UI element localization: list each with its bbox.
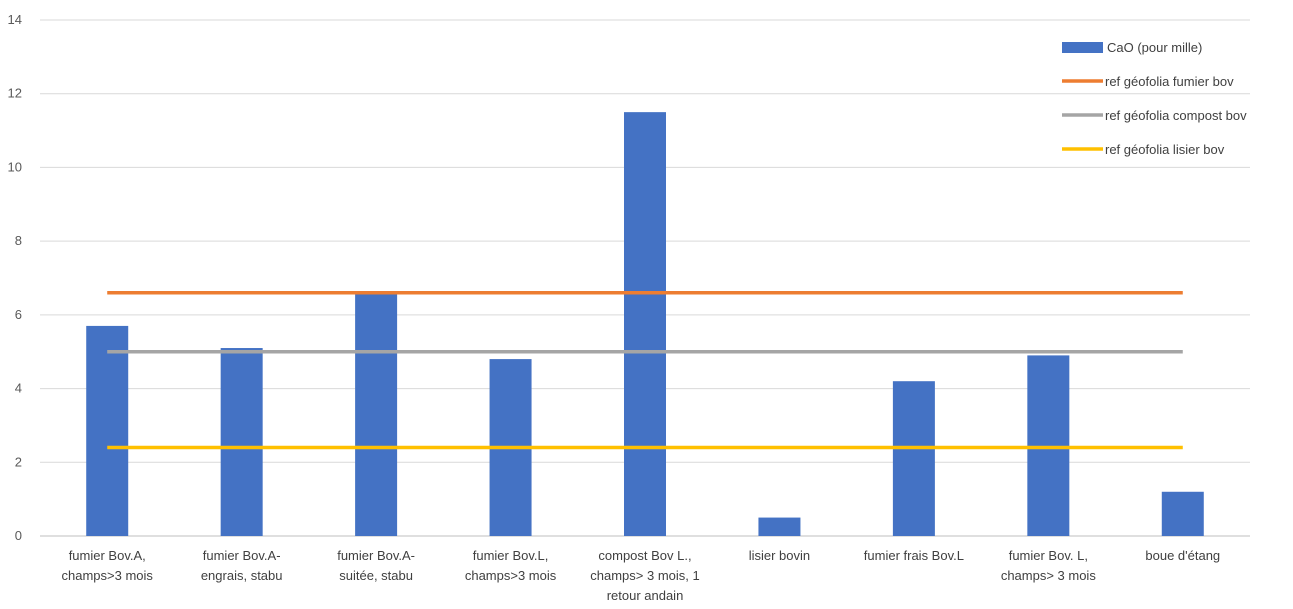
bar	[1161, 491, 1204, 536]
x-tick-label: fumier Bov.L, champs>3 mois	[465, 548, 557, 583]
x-tick-label: fumier Bov.A, champs>3 mois	[62, 548, 154, 583]
x-tick-label: boue d'étang	[1145, 548, 1220, 563]
y-tick-label: 10	[8, 159, 22, 174]
legend-label: ref géofolia fumier bov	[1105, 74, 1234, 89]
x-tick-label: fumier Bov.A-engrais, stabu	[201, 548, 283, 583]
bar	[758, 517, 801, 536]
bars	[86, 112, 1204, 537]
x-tick-label: compost Bov L., champs> 3 mois, 1 retour a…	[590, 548, 699, 603]
y-tick-label: 2	[15, 454, 22, 469]
legend-label: ref géofolia lisier bov	[1105, 142, 1225, 157]
y-tick-label: 12	[8, 86, 22, 101]
bar	[1027, 355, 1070, 536]
y-tick-label: 6	[15, 307, 22, 322]
bar	[355, 292, 398, 536]
legend-label: ref géofolia compost bov	[1105, 108, 1247, 123]
legend-label: CaO (pour mille)	[1107, 40, 1202, 55]
bar	[892, 381, 935, 536]
x-tick-label: fumier Bov. L, champs> 3 mois	[1001, 548, 1097, 583]
y-tick-label: 8	[15, 233, 22, 248]
reference-lines	[107, 290, 1183, 450]
legend-swatch	[1062, 42, 1103, 53]
bar	[220, 348, 263, 536]
x-tick-label: fumier Bov.A-suitée, stabu	[337, 548, 415, 583]
legend: CaO (pour mille) ref géofolia fumier bov r…	[1062, 40, 1247, 157]
bar	[624, 112, 666, 537]
y-tick-label: 14	[8, 12, 22, 27]
x-tick-label: fumier frais Bov.L	[864, 548, 964, 563]
y-tick-label: 0	[15, 528, 22, 543]
x-tick-label: lisier bovin	[749, 548, 810, 563]
bar	[86, 325, 129, 536]
y-tick-label: 4	[15, 381, 22, 396]
x-axis-labels: fumier Bov.A, champs>3 mois fumier Bov.A-e…	[62, 548, 1221, 603]
y-axis-ticks: 0 2 4 6 8 10 12 14	[8, 12, 22, 543]
